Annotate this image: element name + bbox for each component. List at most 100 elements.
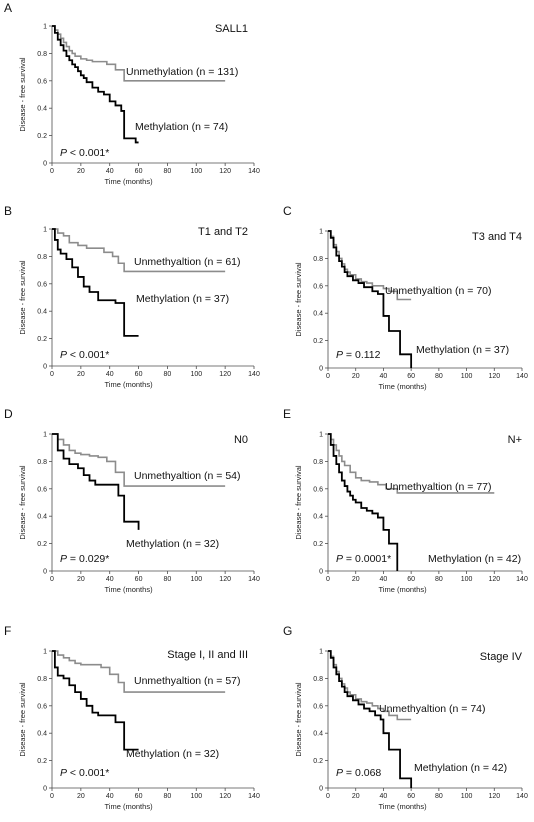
y-tick-label: 0.8: [37, 254, 47, 261]
unmethylation-label: Unmethyaltion (n = 70): [385, 285, 492, 297]
unmethylation-label: Unmethyaltion (n = 77): [385, 481, 492, 493]
x-tick-label: 80: [164, 576, 172, 583]
y-tick-label: 0.2: [313, 758, 323, 765]
x-tick-label: 140: [248, 168, 260, 175]
panel-title: T1 and T2: [198, 226, 248, 238]
y-tick-label: 0.8: [313, 459, 323, 466]
p-symbol: P: [60, 349, 67, 361]
p-value: P = 0.068: [336, 767, 381, 779]
x-tick-label: 120: [219, 371, 231, 378]
y-tick-label: 0.4: [37, 106, 47, 113]
y-axis-label: Disease - free survival: [294, 465, 303, 540]
x-tick-label: 120: [488, 793, 500, 800]
p-text: = 0.029*: [67, 553, 109, 565]
x-axis-label: Time (months): [379, 585, 428, 594]
y-tick-label: 0.8: [37, 51, 47, 58]
panel-a: 0 20 40 60 80 100 120 140 0 0.2 0.4 0.6 0.8 1 Time (mo…: [4, 1, 260, 186]
p-symbol: P: [336, 349, 343, 361]
x-tick-label: 140: [248, 576, 260, 583]
p-symbol: P: [60, 147, 67, 159]
unmethylation-label: Unmethyaltion (n = 61): [134, 256, 241, 268]
x-tick-label: 60: [407, 373, 415, 380]
p-symbol: P: [336, 553, 343, 565]
x-tick-label: 20: [352, 576, 360, 583]
y-axis-label: Disease - free survival: [18, 465, 27, 540]
panel-letter: D: [4, 407, 13, 421]
x-tick-label: 100: [190, 576, 202, 583]
y-tick-label: 0: [319, 366, 323, 373]
y-tick-label: 0.4: [37, 731, 47, 738]
p-value: P < 0.001*: [60, 147, 109, 159]
x-tick-label: 40: [380, 793, 388, 800]
y-axis-label: Disease - free survival: [18, 682, 27, 757]
x-tick-label: 100: [190, 168, 202, 175]
panel-letter: C: [283, 204, 292, 218]
panel-e: 0 20 40 60 80 100 120 140 0 0.2 0.4 0.6 0.8 1 Time (mo…: [283, 407, 528, 594]
methylation-curve: [328, 433, 399, 571]
p-text: < 0.001*: [67, 767, 109, 779]
x-tick-label: 120: [219, 793, 231, 800]
y-tick-label: 0: [43, 364, 47, 371]
p-value: P = 0.029*: [60, 553, 109, 565]
y-tick-label: 1: [43, 432, 47, 439]
x-tick-label: 40: [106, 576, 114, 583]
unmethylation-label: Unmethyaltion (n = 54): [134, 470, 241, 482]
y-tick-label: 0: [319, 569, 323, 576]
y-axis-label: Disease - free survival: [294, 682, 303, 757]
y-tick-label: 0.6: [37, 281, 47, 288]
x-tick-label: 20: [77, 371, 85, 378]
x-tick-label: 40: [380, 576, 388, 583]
p-symbol: P: [60, 553, 67, 565]
panel-f: 0 20 40 60 80 100 120 140 0 0.2 0.4 0.6 0.8 1 Time (mo…: [4, 624, 260, 811]
x-axis-label: Time (months): [105, 177, 154, 186]
y-tick-label: 1: [43, 649, 47, 656]
y-tick-label: 0.6: [313, 283, 323, 290]
y-tick-label: 1: [319, 432, 323, 439]
p-text: = 0.068: [343, 767, 381, 779]
unmethylation-curve: [52, 228, 226, 273]
y-tick-label: 0.4: [37, 309, 47, 316]
panel-g: 0 20 40 60 80 100 120 140 0 0.2 0.4 0.6 0.8 1 Time (mo…: [283, 624, 528, 811]
y-tick-label: 0: [43, 161, 47, 168]
x-tick-label: 120: [219, 168, 231, 175]
panel-title: T3 and T4: [472, 231, 522, 243]
y-tick-label: 1: [43, 227, 47, 234]
x-tick-label: 0: [326, 576, 330, 583]
panel-letter: B: [4, 204, 12, 218]
panel-title: N+: [508, 434, 522, 446]
x-tick-label: 80: [164, 793, 172, 800]
x-tick-label: 60: [135, 371, 143, 378]
x-tick-label: 140: [516, 793, 528, 800]
y-tick-label: 0.2: [37, 758, 47, 765]
x-tick-label: 80: [164, 168, 172, 175]
y-tick-label: 0.4: [313, 731, 323, 738]
p-value: P = 0.0001*: [336, 553, 391, 565]
x-axis-label: Time (months): [379, 382, 428, 391]
x-tick-label: 80: [435, 793, 443, 800]
panel-letter: A: [4, 1, 12, 15]
y-tick-label: 0.4: [313, 514, 323, 521]
y-tick-label: 1: [319, 229, 323, 236]
y-tick-label: 0: [319, 786, 323, 793]
methylation-label: Methylation (n = 74): [135, 121, 228, 133]
y-tick-label: 0.4: [37, 514, 47, 521]
y-tick-label: 0.8: [313, 256, 323, 263]
y-axis-label: Disease - free survival: [18, 57, 27, 132]
y-tick-label: 0.2: [37, 336, 47, 343]
panel-title: Stage I, II and III: [167, 649, 248, 661]
unmethylation-curve: [52, 25, 226, 82]
x-axis-label: Time (months): [105, 380, 154, 389]
methylation-label: Methylation (n = 42): [428, 553, 521, 565]
x-tick-label: 20: [77, 168, 85, 175]
methylation-curve: [52, 433, 140, 530]
x-axis-label: Time (months): [379, 802, 428, 811]
x-tick-label: 0: [326, 793, 330, 800]
x-axis-label: Time (months): [105, 585, 154, 594]
unmethylation-curve: [52, 650, 226, 693]
y-tick-label: 0.4: [313, 311, 323, 318]
unmethylation-label: Unmethylation (n = 131): [126, 66, 238, 78]
p-symbol: P: [60, 767, 67, 779]
x-tick-label: 40: [106, 793, 114, 800]
x-tick-label: 80: [435, 373, 443, 380]
